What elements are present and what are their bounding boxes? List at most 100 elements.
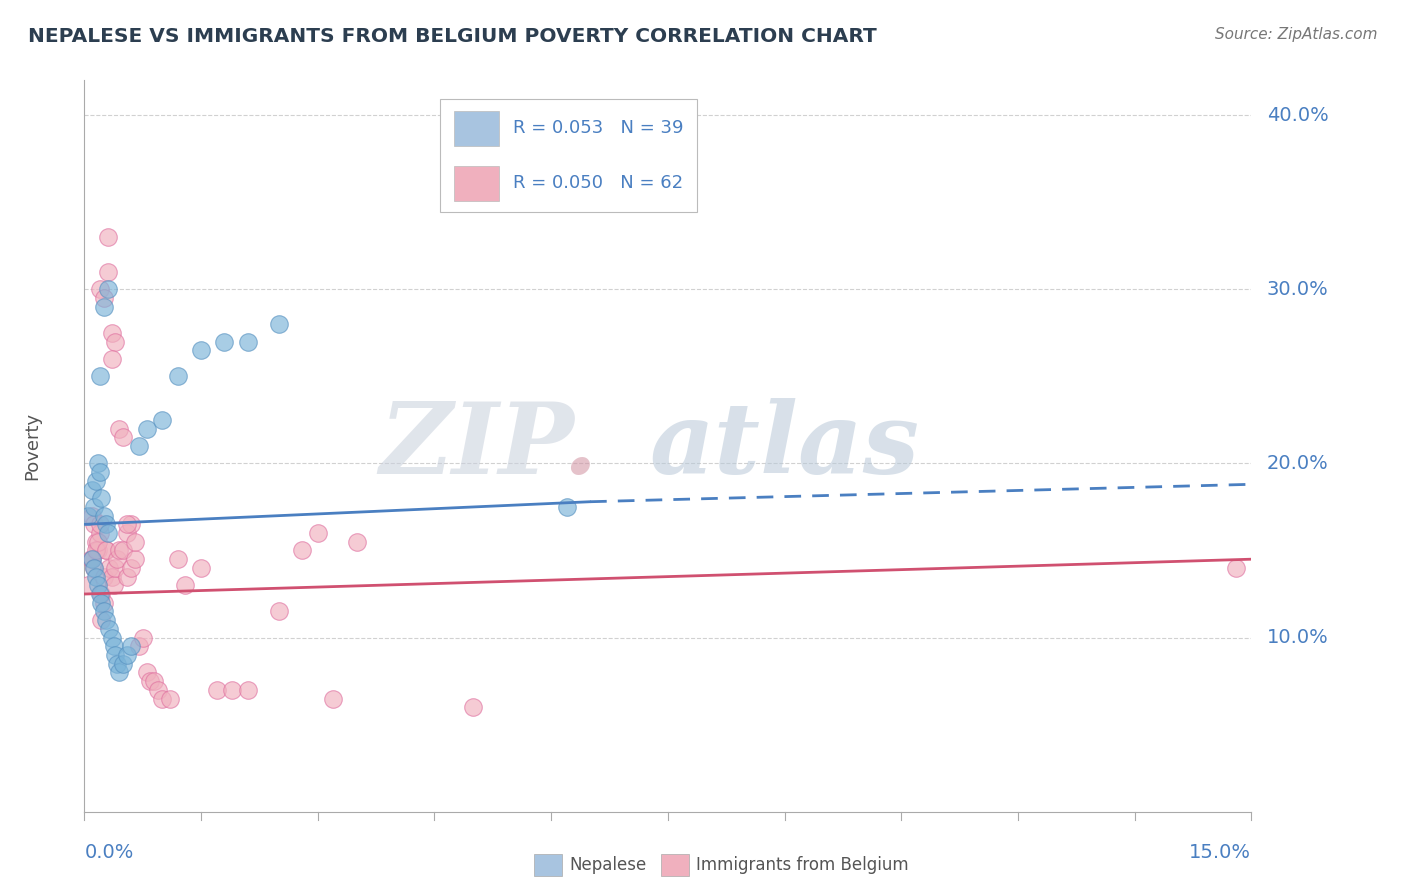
Point: [291, 543, 314, 558]
Point: [94, 543, 117, 558]
Point: [132, 631, 155, 645]
Point: [115, 517, 138, 532]
Point: [190, 561, 212, 575]
Point: [346, 534, 368, 549]
Point: [214, 334, 236, 349]
Point: [205, 682, 228, 697]
Text: R = 0.053   N = 39: R = 0.053 N = 39: [513, 119, 683, 136]
Point: [112, 430, 135, 444]
Point: [97, 526, 120, 541]
Point: [94, 543, 117, 558]
Point: [307, 526, 329, 541]
Point: [112, 657, 135, 671]
Point: [93, 508, 115, 523]
Point: [98, 622, 121, 636]
Point: [82, 552, 104, 566]
Point: [83, 517, 105, 532]
Text: Source: ZipAtlas.com: Source: ZipAtlas.com: [1215, 27, 1378, 42]
Point: [100, 569, 122, 583]
Point: [221, 682, 243, 697]
Point: [115, 526, 138, 541]
FancyBboxPatch shape: [454, 111, 499, 146]
Point: [87, 457, 110, 471]
Point: [166, 552, 188, 566]
Point: [322, 691, 344, 706]
Point: [93, 291, 115, 305]
Point: [90, 596, 112, 610]
Text: Immigrants from Belgium: Immigrants from Belgium: [696, 856, 908, 874]
Text: R = 0.050   N = 62: R = 0.050 N = 62: [513, 174, 683, 192]
Point: [84, 534, 107, 549]
Point: [82, 552, 104, 566]
Point: [93, 604, 115, 618]
Text: .: .: [562, 398, 598, 494]
Point: [97, 230, 120, 244]
Point: [97, 282, 120, 296]
Point: [105, 552, 128, 566]
Point: [94, 517, 117, 532]
Text: 0.0%: 0.0%: [84, 843, 134, 862]
Point: [236, 334, 259, 349]
Text: Nepalese: Nepalese: [569, 856, 647, 874]
Point: [89, 465, 111, 479]
Text: ZIP: ZIP: [380, 398, 575, 494]
Point: [143, 674, 166, 689]
Point: [100, 351, 122, 366]
Point: [104, 561, 127, 575]
Point: [100, 326, 122, 340]
Point: [105, 657, 128, 671]
Point: [174, 578, 197, 592]
Point: [267, 317, 290, 331]
Point: [94, 613, 117, 627]
Point: [90, 613, 112, 627]
Point: [84, 474, 107, 488]
Point: [77, 508, 100, 523]
Point: [555, 500, 578, 514]
Point: [128, 439, 150, 453]
Point: [120, 517, 142, 532]
Point: [103, 578, 125, 592]
Text: atlas: atlas: [650, 398, 920, 494]
Point: [120, 640, 142, 654]
Point: [139, 674, 162, 689]
Point: [150, 413, 173, 427]
Point: [84, 569, 107, 583]
Point: [87, 578, 110, 592]
Text: NEPALESE VS IMMIGRANTS FROM BELGIUM POVERTY CORRELATION CHART: NEPALESE VS IMMIGRANTS FROM BELGIUM POVE…: [28, 27, 877, 45]
Point: [104, 334, 127, 349]
Point: [82, 483, 104, 497]
Point: [120, 561, 142, 575]
Point: [83, 561, 105, 575]
Point: [115, 648, 138, 662]
Point: [108, 665, 131, 680]
Point: [108, 421, 131, 435]
Point: [104, 648, 127, 662]
Point: [87, 534, 110, 549]
Text: 20.0%: 20.0%: [1267, 454, 1329, 473]
Point: [89, 587, 111, 601]
Text: 10.0%: 10.0%: [1267, 628, 1329, 647]
Point: [135, 421, 157, 435]
Point: [124, 534, 146, 549]
Point: [82, 508, 104, 523]
Point: [93, 569, 115, 583]
Point: [83, 561, 105, 575]
Text: 30.0%: 30.0%: [1267, 280, 1329, 299]
Point: [90, 587, 112, 601]
Text: 15.0%: 15.0%: [1189, 843, 1251, 862]
Point: [148, 682, 170, 697]
FancyBboxPatch shape: [440, 99, 697, 212]
Point: [77, 578, 100, 592]
Point: [135, 665, 157, 680]
Point: [463, 700, 485, 714]
FancyBboxPatch shape: [454, 166, 499, 201]
Text: 40.0%: 40.0%: [1267, 105, 1329, 125]
Point: [98, 561, 121, 575]
Point: [79, 552, 101, 566]
Point: [97, 265, 120, 279]
Point: [83, 500, 105, 514]
Point: [190, 343, 212, 358]
Point: [1225, 561, 1247, 575]
Point: [100, 631, 122, 645]
Text: Poverty: Poverty: [22, 412, 41, 480]
